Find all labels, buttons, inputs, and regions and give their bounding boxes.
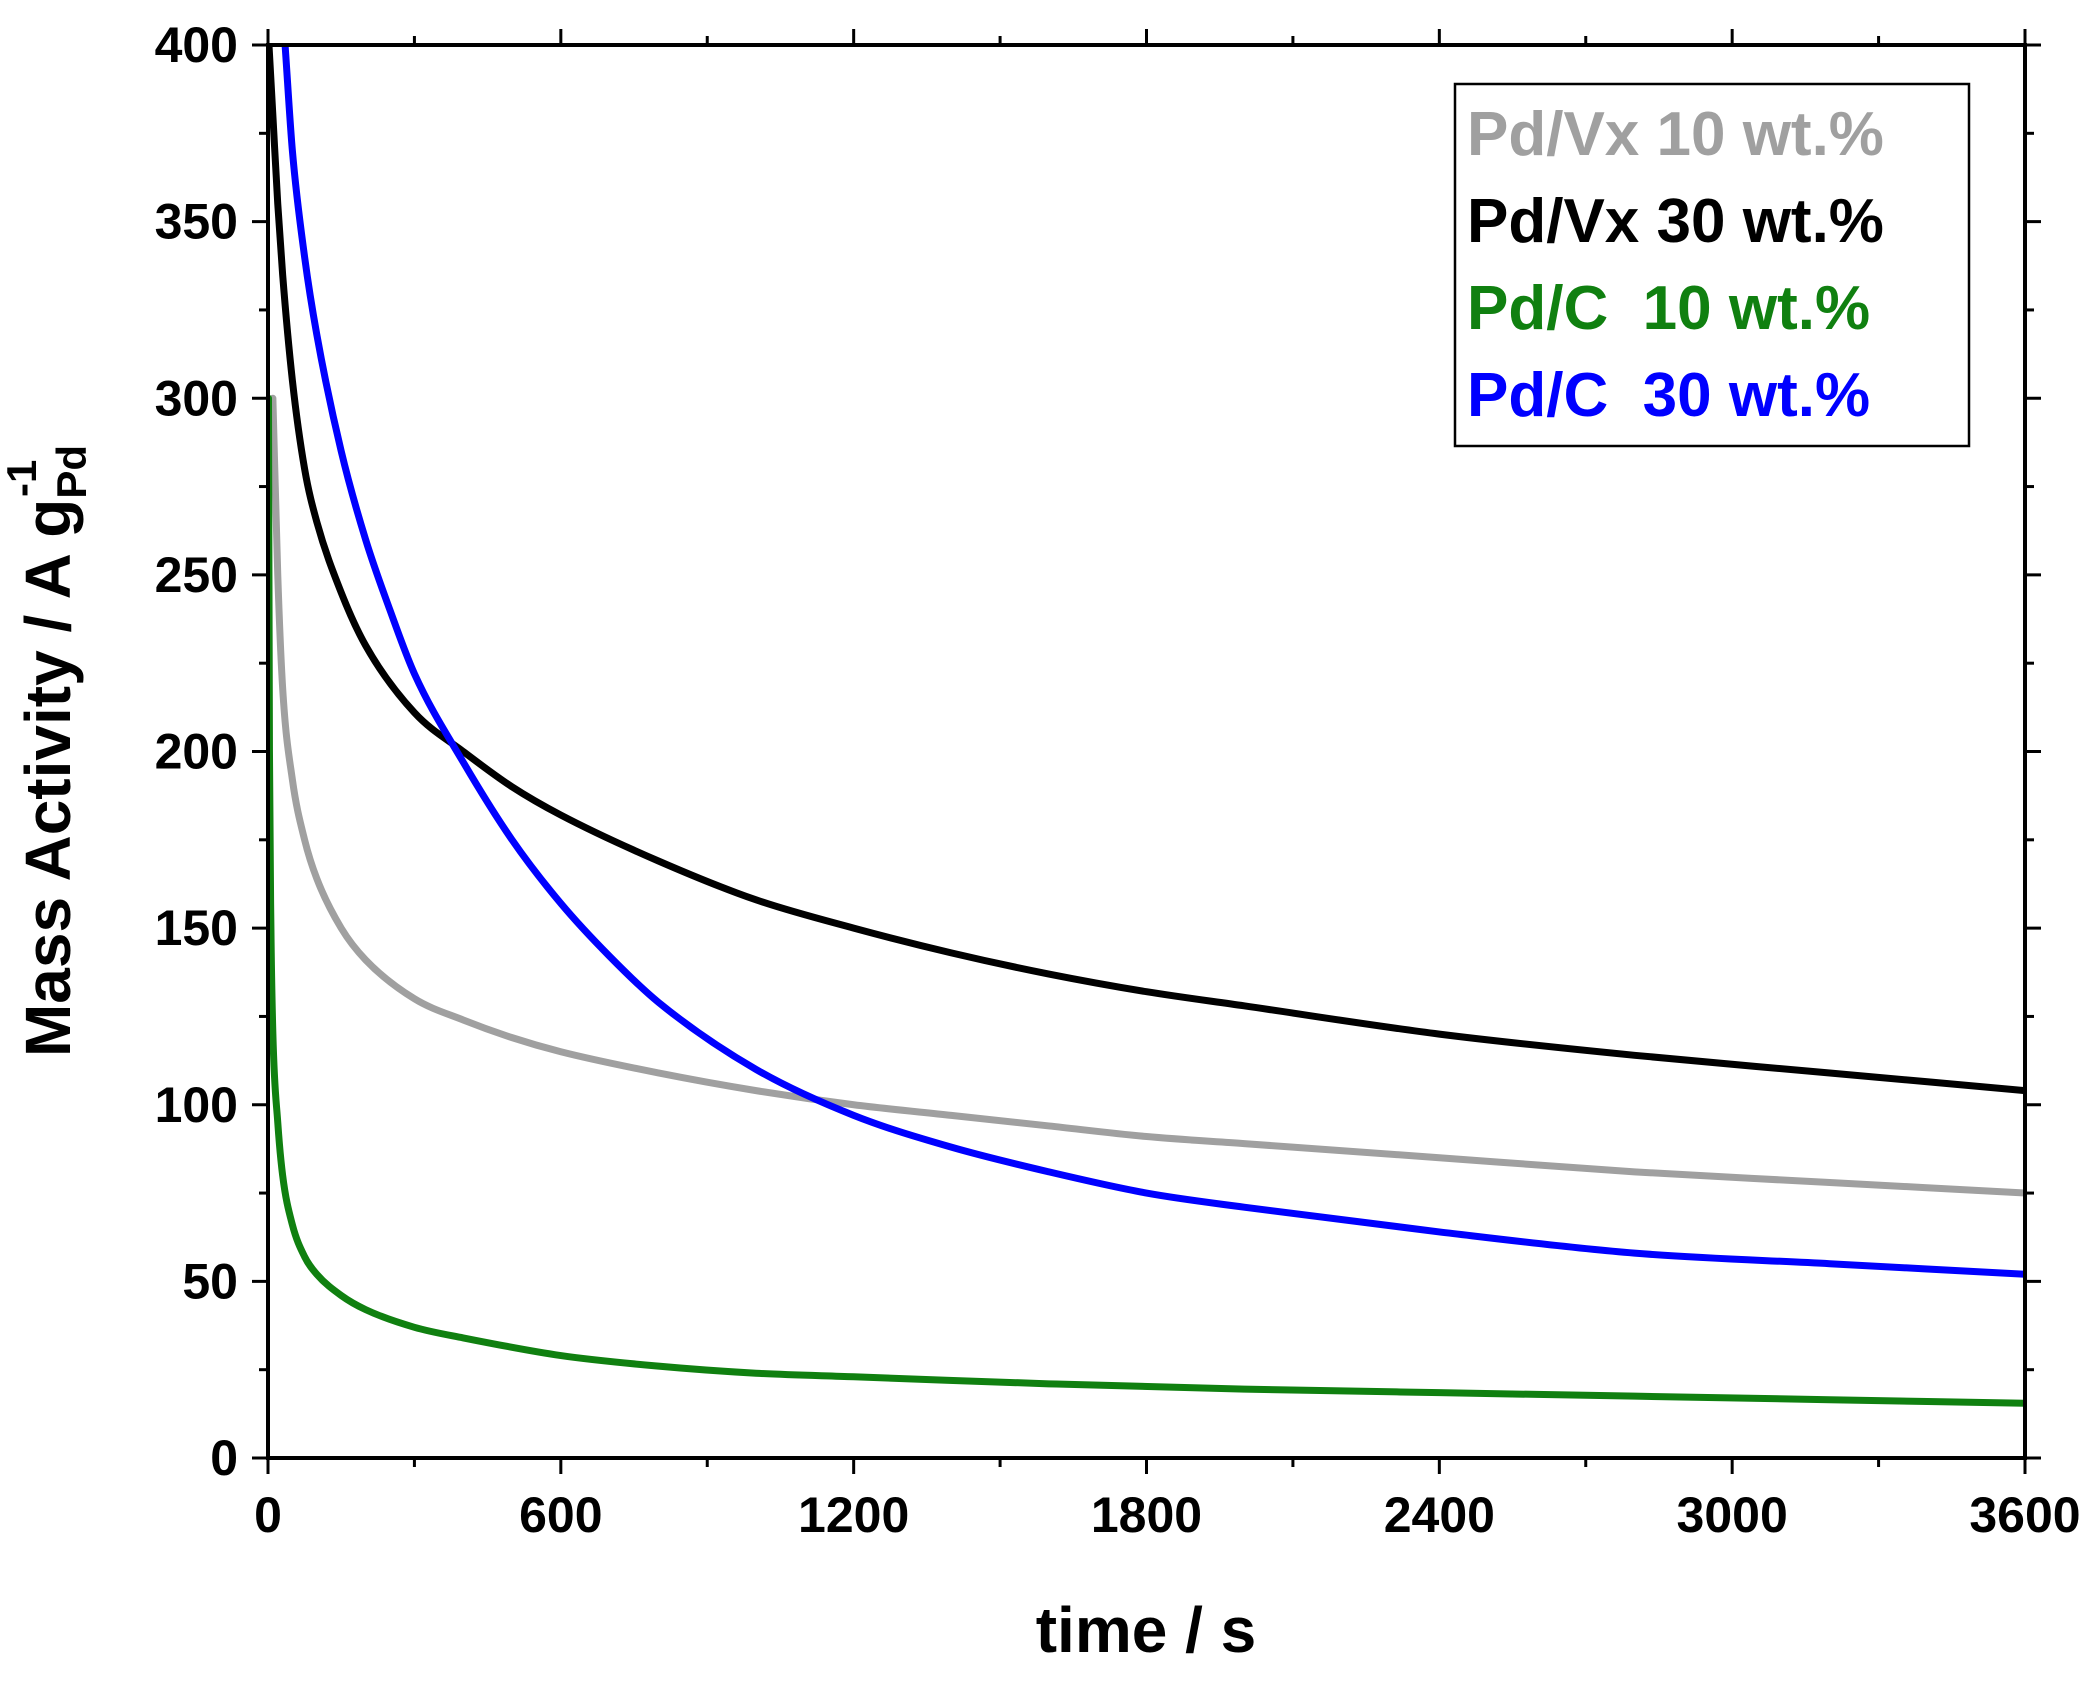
y-tick-label: 100 xyxy=(155,1077,238,1133)
x-tick-label: 3600 xyxy=(1969,1487,2080,1543)
y-axis-title-main: Mass Activity / A g xyxy=(12,499,84,1057)
x-tick-label: 600 xyxy=(519,1487,602,1543)
series-line-pdc-30 xyxy=(281,45,2025,1278)
x-axis-title: time / s xyxy=(1036,1594,1257,1666)
series-line-pdvx-10 xyxy=(269,394,2025,1197)
legend: Pd/Vx 10 wt.% Pd/Vx 30 wt.% Pd/C 10 wt.%… xyxy=(1453,82,1971,448)
legend-entry-pdvx-30: Pd/Vx 30 wt.% xyxy=(1467,187,1884,256)
x-tick-label: 2400 xyxy=(1384,1487,1495,1543)
series-line-pdc-10 xyxy=(268,394,2025,1407)
y-tick-label: 400 xyxy=(155,17,238,73)
ticks-group: 0 600 1200 1800 2400 3000 3600 0 50 100 150 200 250 3… xyxy=(155,17,2081,1543)
legend-entry-pdvx-10: Pd/Vx 10 wt.% xyxy=(1467,100,1884,169)
y-axis-title-subscript: Pd xyxy=(48,445,95,499)
x-tick-label: 1800 xyxy=(1091,1487,1202,1543)
y-tick-label: 150 xyxy=(155,900,238,956)
y-tick-label: 350 xyxy=(155,194,238,250)
y-tick-label: 300 xyxy=(155,370,238,426)
y-tick-label: 200 xyxy=(155,724,238,780)
y-tick-label: 250 xyxy=(155,547,238,603)
x-tick-label: 1200 xyxy=(798,1487,909,1543)
y-axis-title-superscript: -1 xyxy=(0,460,45,497)
series-group xyxy=(268,45,2025,1407)
series-line-pdvx-30 xyxy=(268,45,2025,1095)
legend-box xyxy=(1453,82,1971,448)
x-tick-label: 0 xyxy=(254,1487,282,1543)
legend-entry-pdc-10: Pd/C 10 wt.% xyxy=(1467,274,1870,343)
y-axis-title: Mass Activity / A gPd-1 xyxy=(0,445,95,1057)
legend-entry-pdc-30: Pd/C 30 wt.% xyxy=(1467,361,1870,430)
y-tick-label: 0 xyxy=(210,1430,238,1486)
x-tick-label: 3000 xyxy=(1677,1487,1788,1543)
y-tick-label: 50 xyxy=(182,1253,238,1309)
